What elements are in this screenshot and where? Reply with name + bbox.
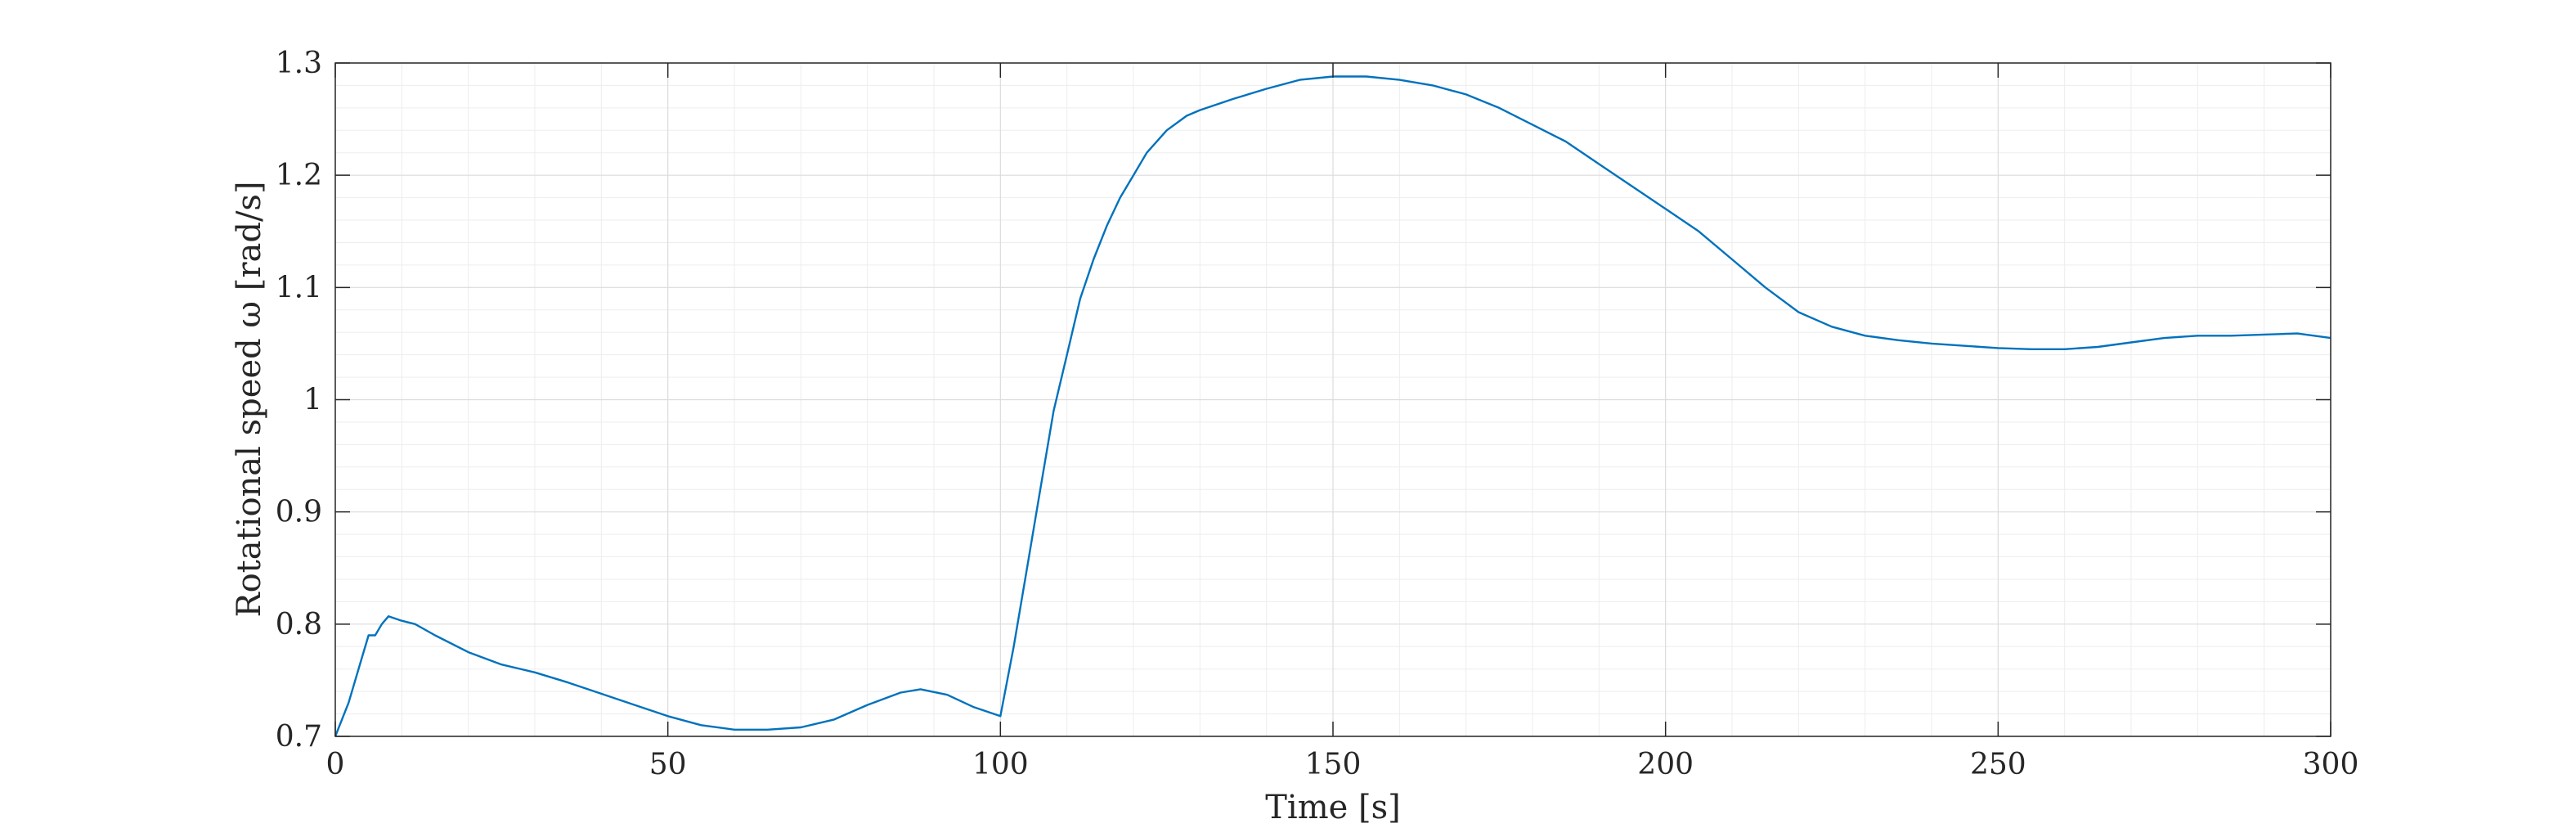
y-tick-label: 1.3 <box>276 47 322 80</box>
tick-marks <box>334 62 2331 737</box>
x-tick-label: 0 <box>326 748 345 781</box>
x-tick-label: 200 <box>1637 748 1694 781</box>
x-tick-label: 300 <box>2303 748 2359 781</box>
x-tick-label: 150 <box>1305 748 1362 781</box>
y-axis-label: Rotational speed ω [rad/s] <box>231 181 268 617</box>
y-tick-label: 0.8 <box>276 608 322 641</box>
y-tick-label: 1 <box>303 384 322 417</box>
y-tick-label: 1.1 <box>276 271 322 304</box>
x-tick-label: 100 <box>972 748 1029 781</box>
x-axis-label: Time [s] <box>1265 789 1401 826</box>
y-tick-label: 1.2 <box>276 159 322 192</box>
y-tick-label: 0.9 <box>276 496 322 529</box>
y-tick-labels: 0.7 0.8 0.9 1 1.1 1.2 1.3 <box>276 47 322 754</box>
y-tick-label: 0.7 <box>276 720 322 754</box>
series-line <box>334 75 2331 737</box>
x-tick-label: 250 <box>1970 748 2026 781</box>
plot-area: 0 50 100 150 200 250 300 0.7 0.8 0.9 1 1.1 1.2 1.3 T… <box>231 47 2358 826</box>
x-tick-labels: 0 50 100 150 200 250 300 <box>326 748 2359 781</box>
x-tick-label: 50 <box>649 748 687 781</box>
